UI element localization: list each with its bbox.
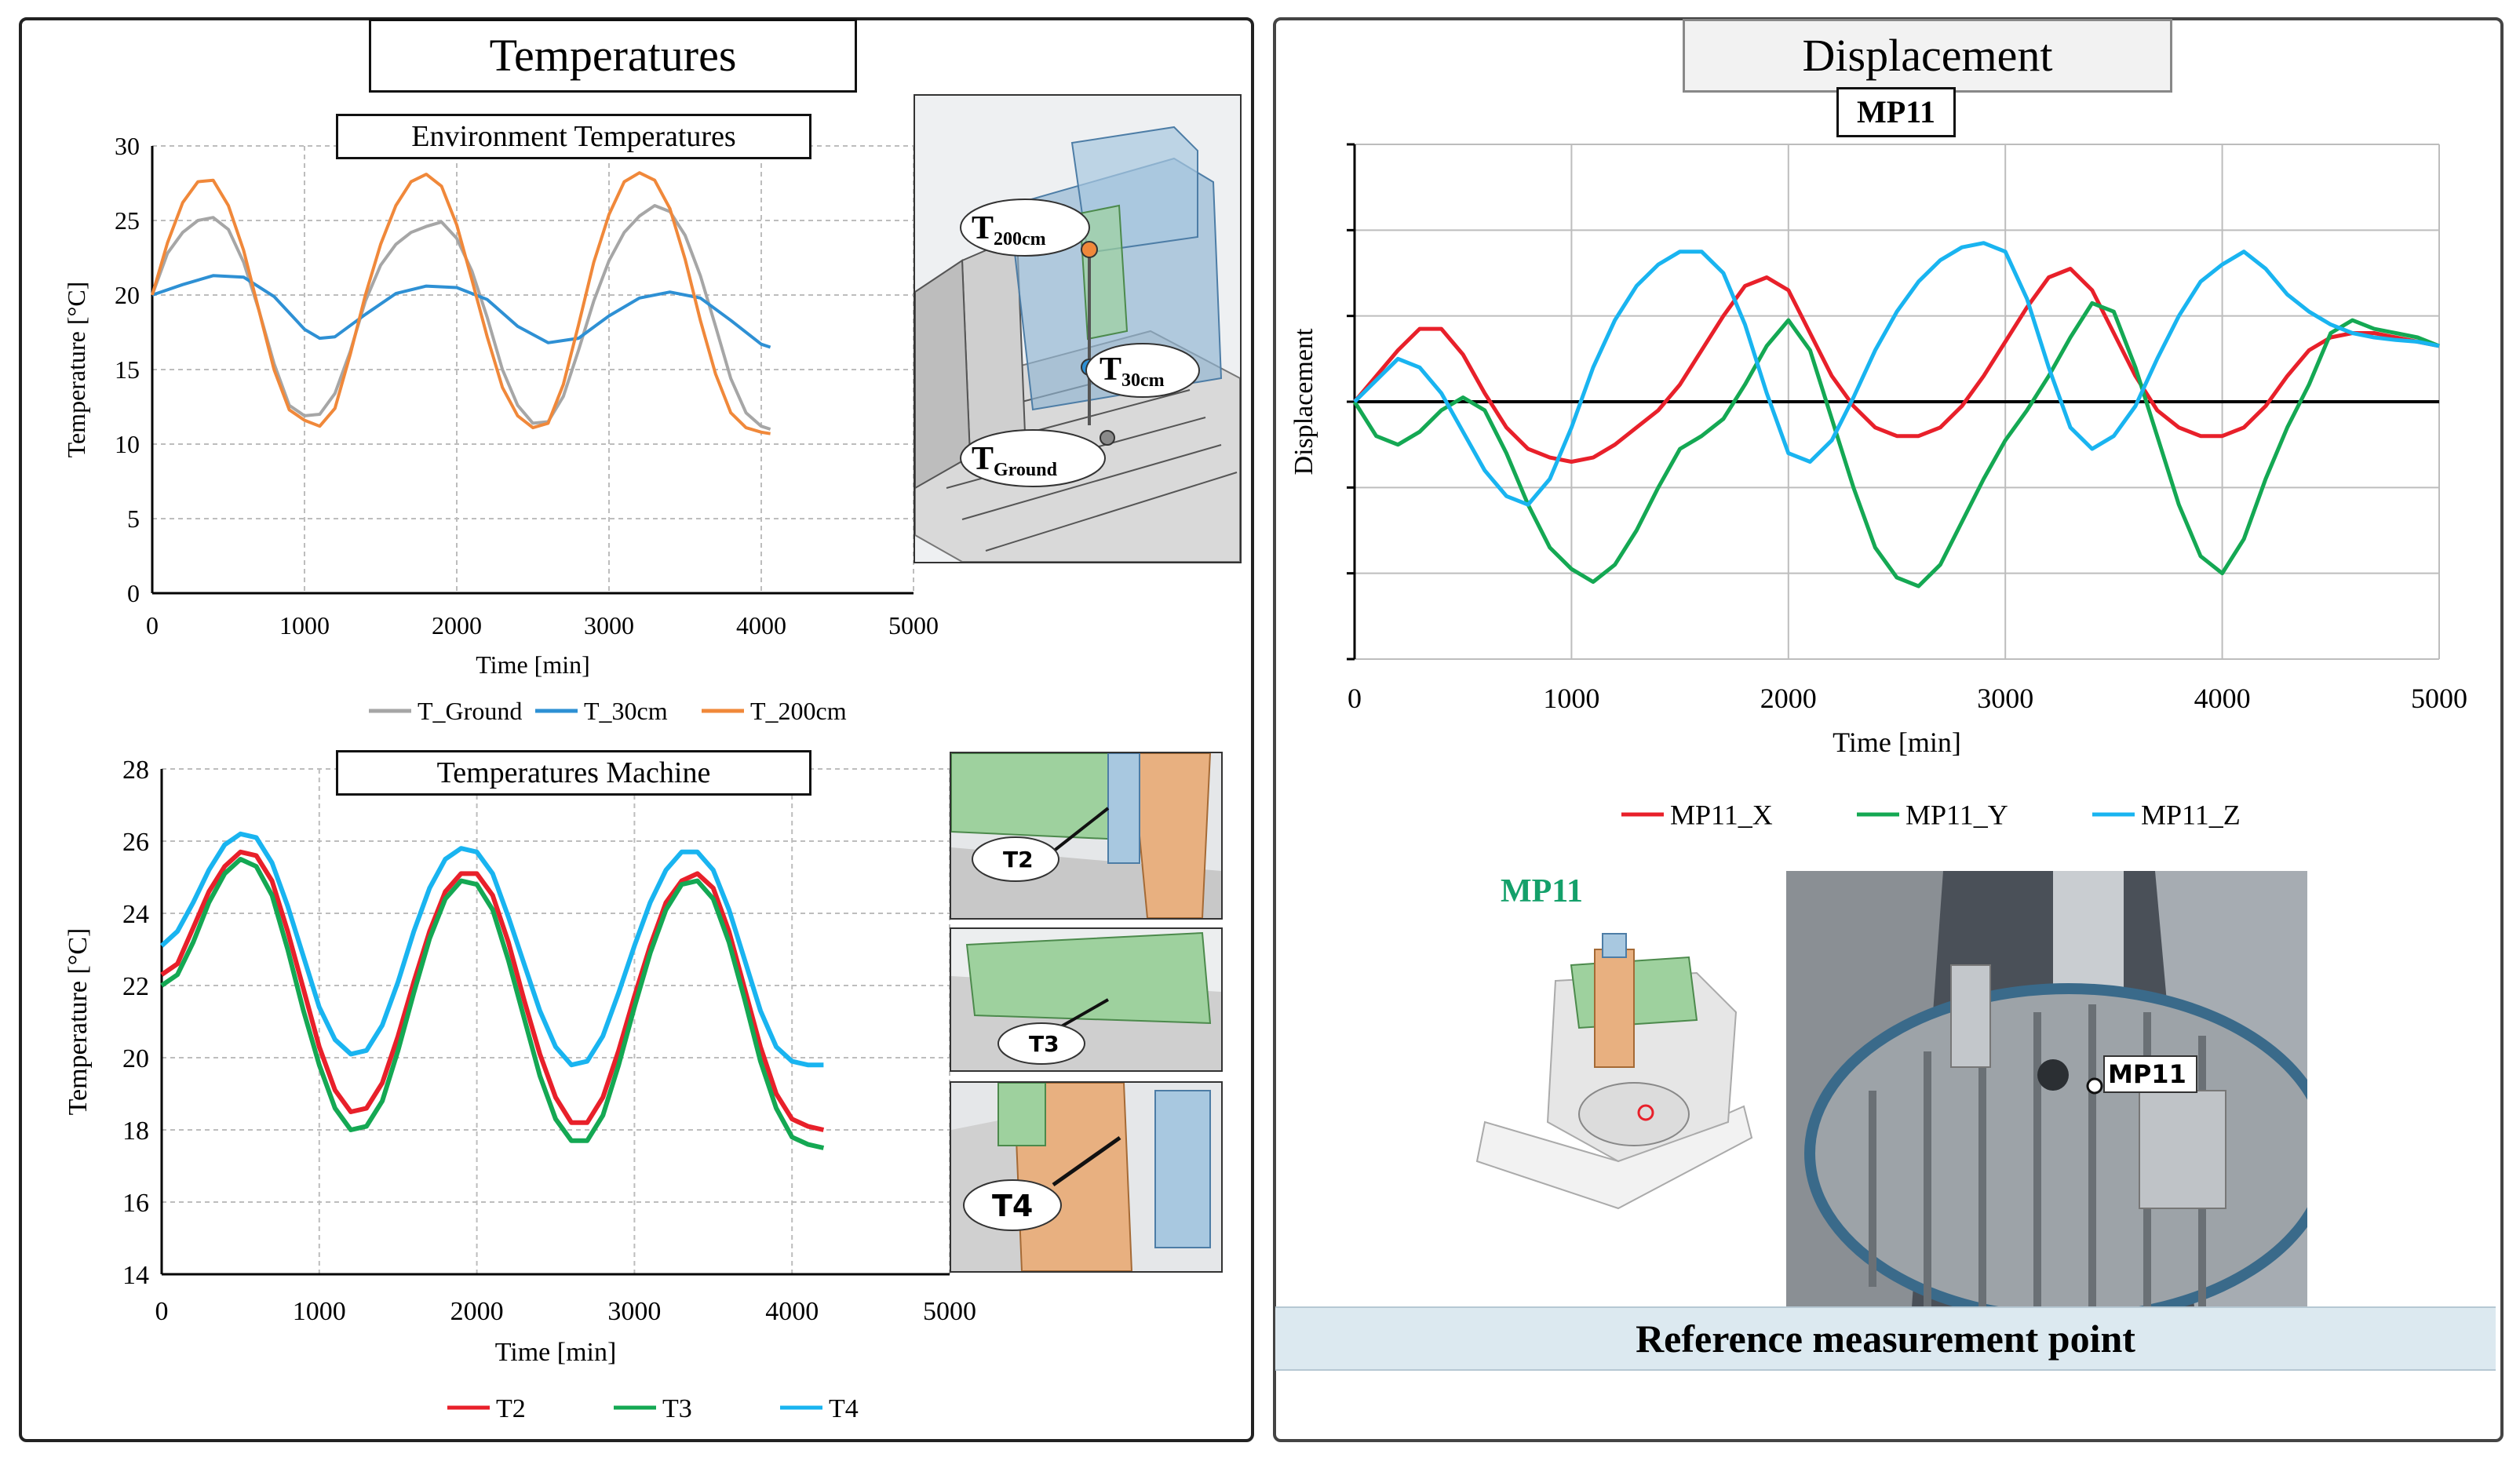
legend-label: T_Ground <box>418 697 522 725</box>
y-axis-label: Temperature [°C] <box>64 928 93 1116</box>
machine-chart-title: Temperatures Machine <box>336 750 811 796</box>
y-tick-label: 25 <box>115 206 140 235</box>
series-line-t_200cm <box>151 171 771 435</box>
x-tick-label: 2000 <box>432 611 482 639</box>
y-tick-label: 28 <box>122 756 149 785</box>
x-axis-label: Time [min] <box>1833 727 1961 758</box>
mp11-machine-model <box>1461 926 1767 1232</box>
legend-label: MP11_Z <box>2141 800 2241 831</box>
legend-label: T2 <box>496 1394 526 1423</box>
y-tick-label: 22 <box>122 972 149 1001</box>
y-tick-label: 0 <box>127 579 140 607</box>
x-axis-label: Time [min] <box>495 1338 617 1367</box>
x-tick-label: 5000 <box>923 1297 976 1326</box>
t200cm-label: T200cm <box>972 210 1046 250</box>
y-tick-label: 15 <box>115 355 140 384</box>
series-line-t_30cm <box>151 274 771 349</box>
mp11-photo: MP11 <box>1786 871 2307 1307</box>
y-tick-label: 20 <box>115 281 140 309</box>
x-tick-label: 4000 <box>2194 683 2251 714</box>
mp11-model-label: MP11 <box>1501 873 1583 909</box>
y-tick-label: 16 <box>122 1189 149 1218</box>
displacement-title: Displacement <box>1683 19 2172 93</box>
x-tick-label: 3000 <box>607 1297 661 1326</box>
x-tick-label: 2000 <box>450 1297 504 1326</box>
y-tick-label: 24 <box>122 900 149 929</box>
legend-label: T3 <box>662 1394 692 1423</box>
y-tick-label: 18 <box>122 1117 149 1146</box>
mp11-photo-label: MP11 <box>2108 1059 2186 1089</box>
legend-label: T_30cm <box>584 697 668 725</box>
mp11-chart-title: MP11 <box>1836 87 1956 137</box>
x-tick-label: 2000 <box>1760 683 1817 714</box>
tground-label: TGround <box>972 441 1058 480</box>
x-tick-label: 1000 <box>279 611 330 639</box>
series-line-mp11_y <box>1352 301 2440 588</box>
series-line-mp11_z <box>1353 241 2440 507</box>
y-tick-label: 26 <box>122 828 149 857</box>
x-tick-label: 0 <box>1348 683 1362 714</box>
t2-illus-label: T2 <box>1003 847 1034 873</box>
t30cm-label: T30cm <box>1100 352 1165 391</box>
environment-chart-title: Environment Temperatures <box>336 114 811 159</box>
legend-label: T_200cm <box>750 697 847 725</box>
x-tick-label: 3000 <box>1977 683 2033 714</box>
environment-sensor-illustration: T200cm T30cm TGround <box>914 94 1242 563</box>
t4-sensor-illustration: T4 <box>950 1081 1223 1273</box>
legend-label: MP11_X <box>1670 800 1773 831</box>
series-line-t3 <box>160 857 825 1150</box>
temperatures-title: Temperatures <box>369 19 857 93</box>
y-tick-label: 14 <box>122 1261 149 1290</box>
x-tick-label: 1000 <box>293 1297 346 1326</box>
t3-sensor-illustration: T3 <box>950 927 1223 1072</box>
env-group: 0 1000 2000 3000 4000 5000 0 5 10 15 20 25 30 Time [m… <box>62 132 939 725</box>
displacement-group: 0 1000 2000 3000 4000 5000 Time [min] Displacem… <box>1289 143 2467 831</box>
x-tick-label: 0 <box>146 611 159 639</box>
y-tick-label: 10 <box>115 430 140 458</box>
t3-illus-label: T3 <box>1029 1031 1059 1057</box>
y-tick-label: 5 <box>127 505 140 533</box>
series-line-mp11_x <box>1353 267 2440 464</box>
x-tick-label: 5000 <box>2411 683 2467 714</box>
y-axis-label: Temperature [°C] <box>62 282 90 458</box>
y-tick-label: 20 <box>122 1044 149 1073</box>
x-tick-label: 5000 <box>888 611 939 639</box>
x-tick-label: 4000 <box>736 611 786 639</box>
legend-label: T4 <box>829 1394 859 1423</box>
t4-illus-label: T4 <box>992 1189 1033 1223</box>
series-line-t4 <box>159 831 824 1068</box>
legend-label: MP11_Y <box>1905 800 2008 831</box>
y-tick-label: 30 <box>115 132 140 160</box>
y-axis-label: Displacement <box>1289 328 1318 475</box>
x-tick-label: 0 <box>155 1297 169 1326</box>
reference-measurement-point-banner: Reference measurement point <box>1275 1306 2496 1371</box>
x-tick-label: 3000 <box>584 611 634 639</box>
t2-sensor-illustration: T2 <box>950 752 1223 920</box>
x-tick-label: 4000 <box>765 1297 819 1326</box>
series-line-t2 <box>160 849 825 1132</box>
x-axis-label: Time [min] <box>476 650 590 679</box>
x-tick-label: 1000 <box>1543 683 1599 714</box>
